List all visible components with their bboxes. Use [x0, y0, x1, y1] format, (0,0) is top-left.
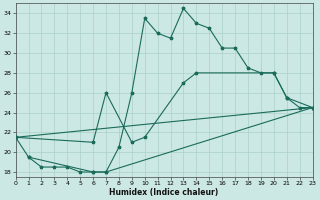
- X-axis label: Humidex (Indice chaleur): Humidex (Indice chaleur): [109, 188, 219, 197]
